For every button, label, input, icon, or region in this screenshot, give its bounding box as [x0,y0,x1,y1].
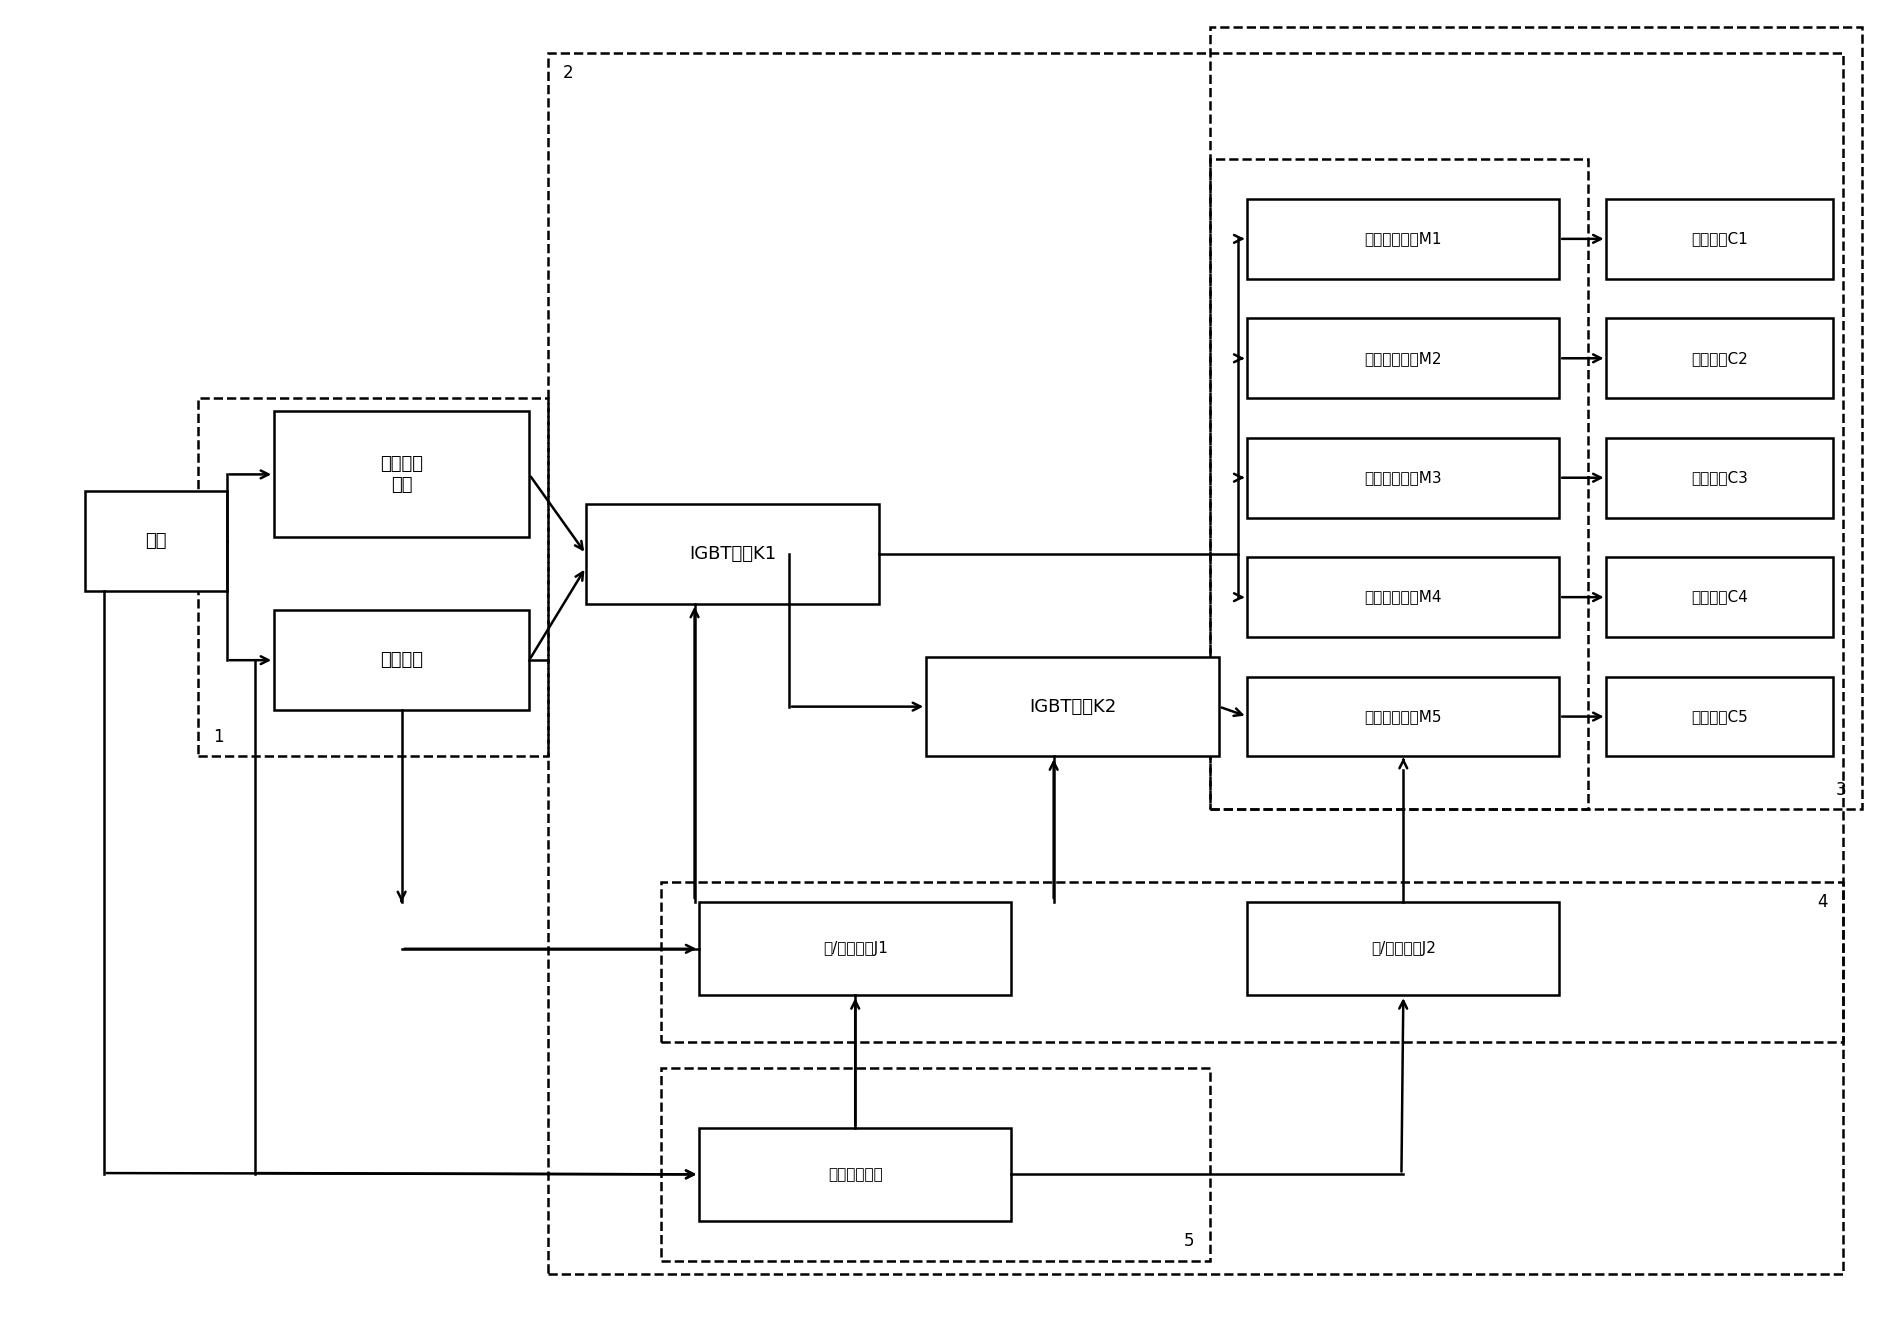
Bar [661,1068,1209,1261]
Bar [198,398,548,756]
Text: 脉冲发生模块M3: 脉冲发生模块M3 [1364,470,1441,486]
Bar [548,53,1842,1274]
Bar [586,504,878,604]
Text: 电/光转换器J2: 电/光转换器J2 [1370,941,1436,957]
Text: 2: 2 [563,64,574,82]
Text: IGBT单管K2: IGBT单管K2 [1028,698,1116,715]
Bar [1209,27,1861,809]
Text: 电/光转换器J1: 电/光转换器J1 [822,941,888,957]
Text: 电源: 电源 [145,532,166,549]
Bar [1606,438,1832,518]
Bar [1247,902,1558,995]
Text: 开关电源: 开关电源 [380,652,423,669]
Bar [274,411,529,537]
Bar [1247,557,1558,637]
Bar [85,491,227,591]
Text: 1: 1 [213,727,225,746]
Text: 脉冲发生模块M1: 脉冲发生模块M1 [1364,231,1441,247]
Bar [1247,199,1558,279]
Text: 载流线圈C3: 载流线圈C3 [1691,470,1747,486]
Text: IGBT单管K1: IGBT单管K1 [688,545,776,563]
Bar [1606,318,1832,398]
Text: 载流线圈C5: 载流线圈C5 [1691,709,1747,725]
Text: 载流线圈C2: 载流线圈C2 [1691,350,1747,366]
Bar [1606,199,1832,279]
Text: 3: 3 [1834,780,1846,799]
Bar [926,657,1218,756]
Text: 高压直流
模块: 高压直流 模块 [380,455,423,494]
Bar [1606,677,1832,756]
Bar [1247,318,1558,398]
Text: 5: 5 [1183,1231,1194,1250]
Bar [1247,438,1558,518]
Bar [1247,677,1558,756]
Bar [1606,557,1832,637]
Text: 脉冲发生模块M4: 脉冲发生模块M4 [1364,589,1441,605]
Text: 脉冲发生模块M2: 脉冲发生模块M2 [1364,350,1441,366]
Text: 脉冲发生模块M5: 脉冲发生模块M5 [1364,709,1441,725]
Text: 载流线圈C1: 载流线圈C1 [1691,231,1747,247]
Text: 同步触发模块: 同步触发模块 [827,1166,882,1182]
Bar [699,1128,1011,1221]
Text: 载流线圈C4: 载流线圈C4 [1691,589,1747,605]
Bar [1209,159,1587,809]
Bar [699,902,1011,995]
Bar [274,610,529,710]
Text: 4: 4 [1815,893,1827,912]
Bar [661,882,1842,1042]
